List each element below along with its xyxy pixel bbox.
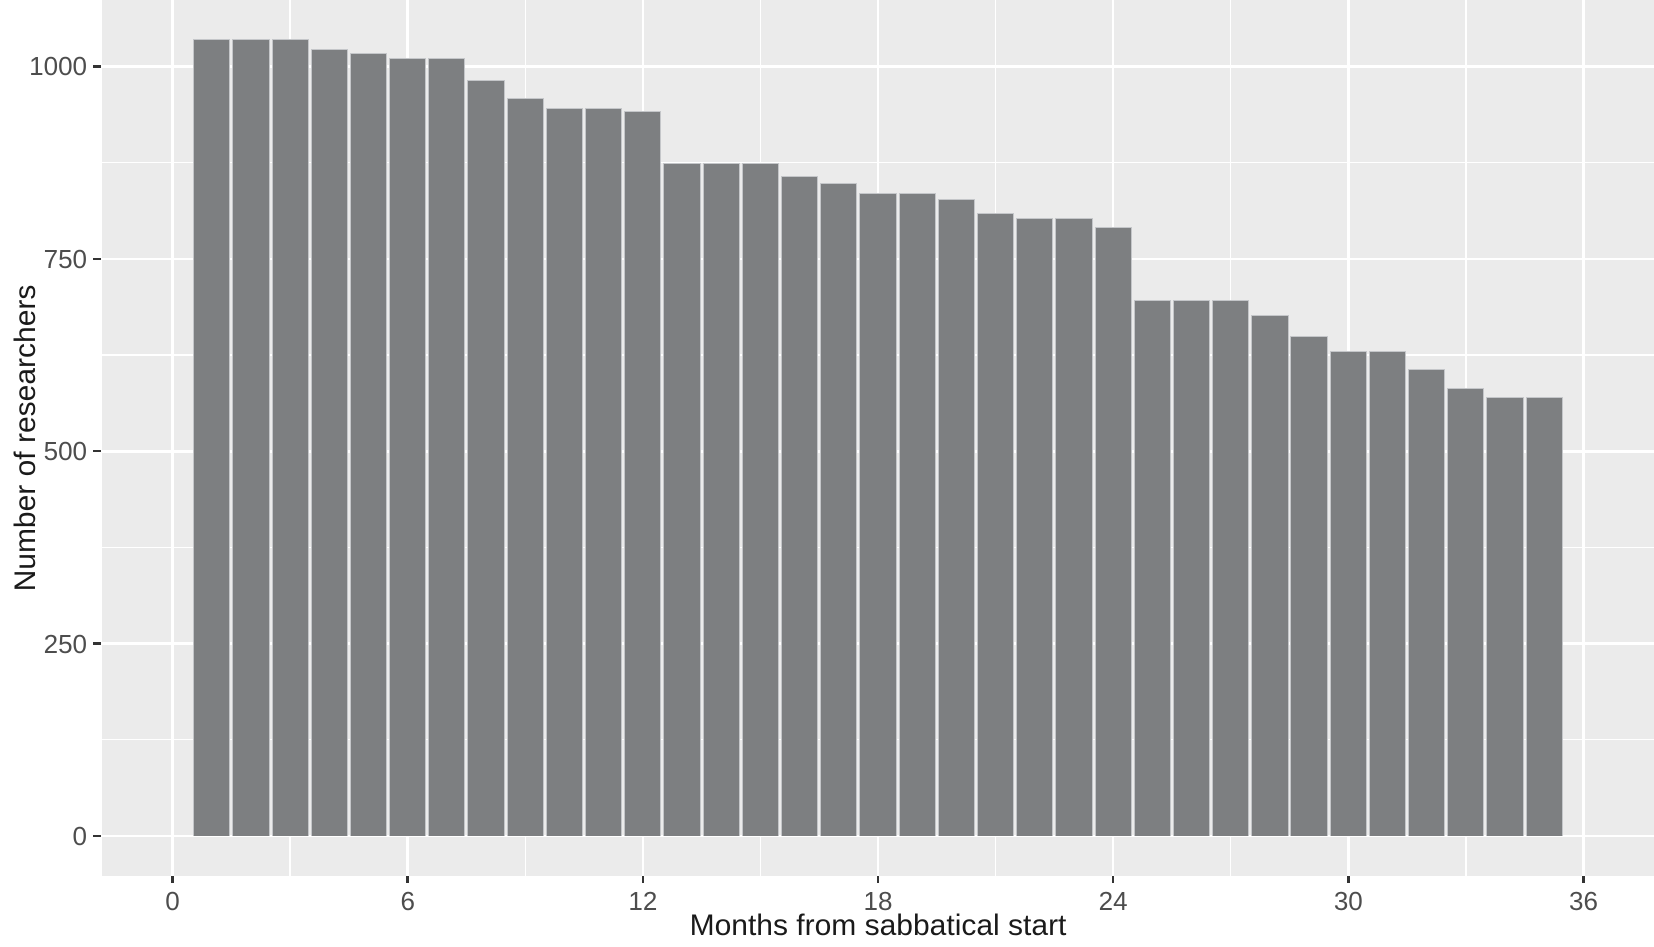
bar-month-10 [545,107,584,837]
x-major-gridline [1582,0,1585,876]
bar-month-24 [1094,227,1132,837]
y-tick-label: 0 [72,821,87,852]
bar-month-32 [1408,368,1446,837]
bar-month-11 [585,107,623,837]
bar-month-21 [976,213,1015,837]
bar-month-3 [271,38,309,837]
bar-month-25 [1133,299,1171,837]
y-tick-label: 500 [43,436,87,467]
y-axis-tick [93,449,101,453]
bar-month-6 [389,57,427,837]
bar-month-20 [937,198,975,837]
bar-month-23 [1055,218,1093,837]
bar-month-16 [781,175,819,837]
x-axis-tick [171,876,174,883]
y-major-gridline [102,834,1654,838]
bar-month-2 [232,38,270,837]
x-tick-label: 36 [1568,886,1598,916]
x-major-gridline [171,0,174,876]
y-axis-tick [93,257,101,261]
x-tick-label: 0 [165,886,180,916]
bar-month-9 [506,97,544,837]
bar-month-35 [1525,396,1563,837]
bar-month-26 [1172,299,1211,837]
bar-month-7 [428,57,466,837]
x-tick-label: 6 [400,886,415,916]
bar-month-28 [1251,315,1289,837]
bar-month-8 [467,80,505,837]
bar-month-15 [741,163,780,837]
x-axis-tick [1347,876,1350,883]
bar-month-30 [1329,351,1367,837]
y-axis-title: Number of researchers [9,284,42,592]
x-tick-label: 30 [1333,886,1363,916]
bar-month-4 [310,48,348,837]
x-axis-tick [641,876,645,883]
y-tick-label: 1000 [29,51,87,82]
x-axis-tick [1111,876,1115,883]
bar-month-14 [702,163,740,837]
bar-month-18 [859,192,897,837]
y-tick-label: 750 [43,243,87,274]
bar-month-29 [1290,335,1328,837]
y-axis-tick [93,834,101,838]
bar-month-27 [1212,299,1250,837]
y-tick-label: 250 [43,628,87,659]
bar-month-13 [663,163,701,837]
y-axis-tick [93,642,101,645]
y-major-gridline [102,65,1654,68]
x-axis-tick [876,876,880,883]
x-axis-tick [1582,876,1585,883]
plot-panel [102,0,1654,876]
bar-month-22 [1016,218,1054,837]
bar-month-33 [1447,388,1485,837]
x-tick-label: 24 [1098,886,1128,916]
bar-month-31 [1368,351,1407,837]
y-axis-tick [93,65,101,68]
x-axis-tick [406,876,409,883]
bar-month-5 [349,52,388,837]
bar-month-12 [624,111,662,837]
x-axis-title: Months from sabbatical start [689,909,1067,942]
bar-month-19 [898,192,936,837]
x-tick-label: 18 [863,886,893,916]
bar-month-1 [193,38,231,837]
bar-month-17 [820,183,858,837]
x-tick-label: 12 [628,886,658,916]
bar-month-34 [1486,396,1524,837]
